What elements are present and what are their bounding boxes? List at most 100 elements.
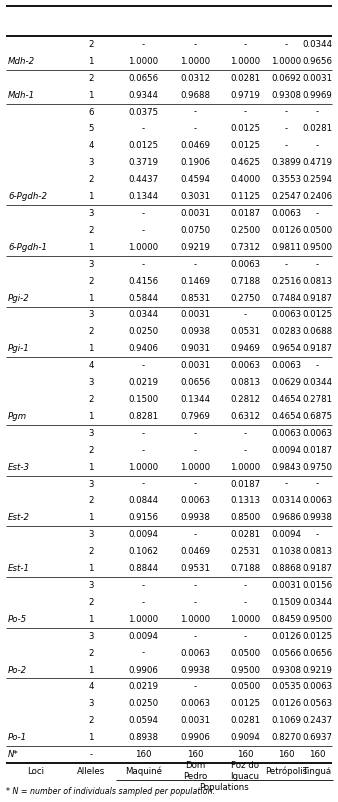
Text: 0.7188: 0.7188	[230, 277, 260, 286]
Text: 0.9406: 0.9406	[128, 344, 159, 353]
Text: 6-Pgdh-1: 6-Pgdh-1	[8, 243, 47, 252]
Text: 0.9654: 0.9654	[271, 344, 301, 353]
Text: Pgi-1: Pgi-1	[8, 344, 30, 353]
Text: 2: 2	[88, 649, 94, 658]
Text: 0.0344: 0.0344	[303, 597, 333, 607]
Text: 3: 3	[88, 378, 94, 387]
Text: -: -	[243, 107, 246, 116]
Text: 0.0219: 0.0219	[128, 683, 159, 691]
Text: -: -	[142, 581, 145, 590]
Text: 0.9906: 0.9906	[180, 733, 211, 742]
Text: 0.2750: 0.2750	[230, 294, 260, 302]
Text: 1: 1	[88, 192, 94, 201]
Text: 0.0063: 0.0063	[180, 496, 211, 505]
Text: 0.8281: 0.8281	[128, 412, 159, 421]
Text: 1.0000: 1.0000	[128, 463, 159, 472]
Text: 0.0031: 0.0031	[180, 361, 211, 371]
Text: 0.0656: 0.0656	[128, 74, 159, 83]
Text: -: -	[194, 683, 197, 691]
Text: 0.0125: 0.0125	[230, 699, 260, 708]
Text: 1.0000: 1.0000	[230, 463, 260, 472]
Text: -: -	[194, 40, 197, 49]
Text: 0.0281: 0.0281	[230, 530, 260, 539]
Text: -: -	[194, 530, 197, 539]
Text: -: -	[243, 310, 246, 319]
Text: -: -	[243, 429, 246, 438]
Text: 0.9686: 0.9686	[271, 513, 301, 522]
Text: 1.0000: 1.0000	[180, 615, 211, 624]
Text: 2: 2	[88, 327, 94, 336]
Text: -: -	[142, 40, 145, 49]
Text: 0.8844: 0.8844	[128, 564, 159, 573]
Text: -: -	[142, 124, 145, 133]
Text: 0.9938: 0.9938	[303, 513, 333, 522]
Text: 0.0094: 0.0094	[271, 530, 301, 539]
Text: 1.0000: 1.0000	[180, 57, 211, 66]
Text: 0.1500: 0.1500	[128, 395, 159, 404]
Text: Tinguá: Tinguá	[303, 767, 332, 776]
Text: 0.0250: 0.0250	[128, 699, 159, 708]
Text: -: -	[142, 361, 145, 371]
Text: 2: 2	[88, 716, 94, 725]
Text: -: -	[243, 597, 246, 607]
Text: 0.2781: 0.2781	[303, 395, 333, 404]
Text: 0.9906: 0.9906	[128, 666, 159, 674]
Text: 1.0000: 1.0000	[271, 57, 301, 66]
Text: 0.0031: 0.0031	[180, 310, 211, 319]
Text: 0.0750: 0.0750	[180, 226, 211, 235]
Text: 0.9938: 0.9938	[180, 513, 211, 522]
Text: -: -	[194, 429, 197, 438]
Text: 0.4594: 0.4594	[180, 175, 211, 184]
Text: 0.0063: 0.0063	[271, 310, 301, 319]
Text: 0.0250: 0.0250	[128, 327, 159, 336]
Text: 3: 3	[88, 632, 94, 641]
Text: Po-2: Po-2	[8, 666, 27, 674]
Text: 0.0314: 0.0314	[271, 496, 301, 505]
Text: 0.0094: 0.0094	[128, 530, 159, 539]
Text: * N = number of individuals sampled per population.: * N = number of individuals sampled per …	[6, 788, 215, 796]
Text: Po-5: Po-5	[8, 615, 27, 624]
Text: 0.6937: 0.6937	[303, 733, 333, 742]
Text: 0.9187: 0.9187	[303, 564, 333, 573]
Text: 3: 3	[88, 480, 94, 488]
Text: 0.3899: 0.3899	[271, 158, 301, 168]
Text: -: -	[142, 446, 145, 455]
Text: 0.0063: 0.0063	[271, 361, 301, 371]
Text: 0.0469: 0.0469	[180, 141, 211, 151]
Text: 1: 1	[88, 513, 94, 522]
Text: 0.0063: 0.0063	[271, 209, 301, 218]
Text: 1: 1	[88, 615, 94, 624]
Text: -: -	[194, 124, 197, 133]
Text: 0.0063: 0.0063	[271, 429, 301, 438]
Text: 1: 1	[88, 91, 94, 99]
Text: 1.0000: 1.0000	[230, 615, 260, 624]
Text: 0.0500: 0.0500	[303, 226, 333, 235]
Text: 0.1069: 0.1069	[271, 716, 301, 725]
Text: 0.4654: 0.4654	[271, 412, 301, 421]
Text: 0.9843: 0.9843	[271, 463, 301, 472]
Text: -: -	[285, 141, 288, 151]
Text: 2: 2	[88, 496, 94, 505]
Text: 0.0281: 0.0281	[230, 74, 260, 83]
Text: -: -	[194, 581, 197, 590]
Text: 0.9344: 0.9344	[128, 91, 159, 99]
Text: -: -	[316, 107, 319, 116]
Text: 1.0000: 1.0000	[128, 615, 159, 624]
Text: -: -	[194, 446, 197, 455]
Text: 0.0500: 0.0500	[230, 649, 260, 658]
Text: 0.9156: 0.9156	[128, 513, 159, 522]
Text: -: -	[142, 429, 145, 438]
Text: 0.6312: 0.6312	[230, 412, 260, 421]
Text: 0.0938: 0.0938	[180, 327, 211, 336]
Text: -: -	[243, 632, 246, 641]
Text: 0.3031: 0.3031	[180, 192, 211, 201]
Text: Po-1: Po-1	[8, 733, 27, 742]
Text: Est-2: Est-2	[8, 513, 30, 522]
Text: -: -	[243, 40, 246, 49]
Text: 0.0566: 0.0566	[271, 649, 301, 658]
Text: Populations: Populations	[200, 783, 249, 792]
Text: 0.0813: 0.0813	[303, 547, 333, 556]
Text: -: -	[316, 209, 319, 218]
Text: 0.9938: 0.9938	[180, 666, 211, 674]
Text: 1: 1	[88, 666, 94, 674]
